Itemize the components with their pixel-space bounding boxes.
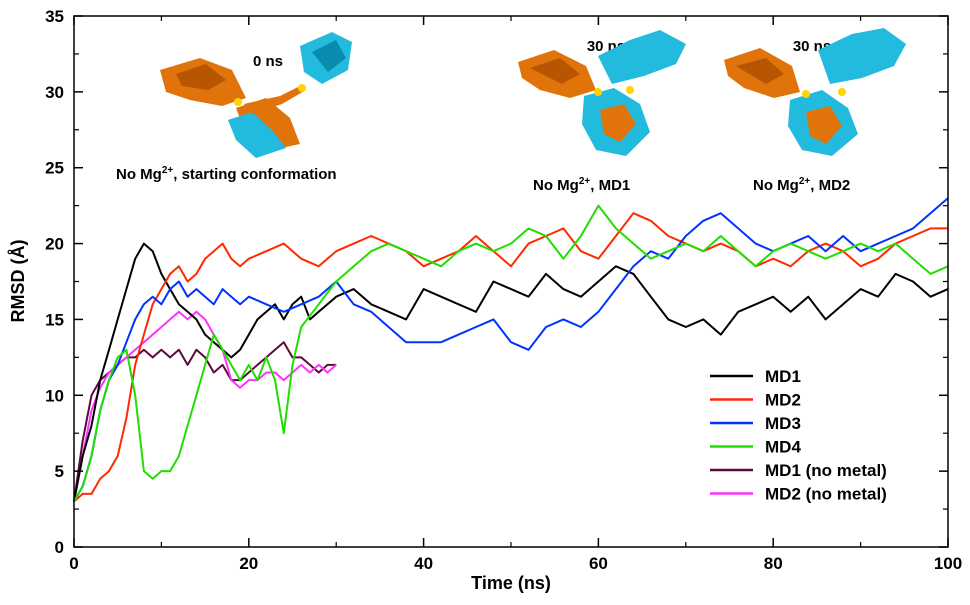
snapshot-0ns-time: 0 ns xyxy=(253,53,283,70)
y-tick-label: 25 xyxy=(45,159,64,178)
metal-ion-marker xyxy=(298,84,306,92)
metal-ion-marker xyxy=(626,86,634,94)
protein-structure-0ns xyxy=(160,32,352,158)
metal-ion-marker xyxy=(838,88,846,96)
series-layer xyxy=(73,197,949,503)
x-tick-label: 40 xyxy=(414,554,433,573)
x-tick-label: 20 xyxy=(239,554,258,573)
y-tick-label: 30 xyxy=(45,83,64,102)
snapshot-md2-caption: No Mg2+, MD2 xyxy=(753,176,850,194)
metal-ion-marker xyxy=(802,90,810,98)
legend-label: MD2 xyxy=(765,391,801,410)
legend: MD1 MD2 MD3 MD4 MD1 (no metal) MD2 (no metal) xyxy=(710,367,887,504)
tick-labels: 0 20 40 60 80 100 0 5 10 15 20 25 30 35 xyxy=(45,7,962,573)
legend-label: MD4 xyxy=(765,438,801,457)
x-tick-label: 100 xyxy=(934,554,962,573)
legend-label: MD1 xyxy=(765,367,801,386)
y-tick-label: 15 xyxy=(45,310,64,329)
snapshot-0ns-caption: No Mg2+, starting conformation xyxy=(116,165,337,183)
y-tick-label: 0 xyxy=(55,538,64,557)
snapshot-0ns: 0 ns No Mg2+, starting conformation xyxy=(116,32,352,183)
protein-structure-md1 xyxy=(518,30,686,156)
x-tick-label: 60 xyxy=(589,554,608,573)
ticks-layer xyxy=(73,15,949,548)
snapshot-md1-caption: No Mg2+, MD1 xyxy=(533,176,630,194)
legend-label: MD1 (no metal) xyxy=(765,461,887,480)
x-tick-label: 0 xyxy=(69,554,78,573)
protein-structure-md2 xyxy=(724,28,906,156)
legend-label: MD2 (no metal) xyxy=(765,485,887,504)
series-line-0 xyxy=(73,242,949,502)
metal-ion-marker xyxy=(234,98,242,106)
legend-label: MD3 xyxy=(765,414,801,433)
snapshot-30ns-md1: 30 ns No Mg2+, MD1 xyxy=(518,30,686,194)
series-line-3 xyxy=(73,204,949,502)
series-line-1 xyxy=(73,212,948,503)
x-tick-label: 80 xyxy=(764,554,783,573)
snapshot-30ns-md2: 30 ns No Mg2+, MD2 xyxy=(724,28,906,194)
y-tick-label: 10 xyxy=(45,386,64,405)
y-tick-label: 20 xyxy=(45,235,64,254)
series-line-5 xyxy=(73,310,337,502)
metal-ion-marker xyxy=(594,88,602,96)
x-axis-title: Time (ns) xyxy=(471,573,551,593)
y-tick-label: 5 xyxy=(55,462,64,481)
y-axis-title: RMSD (Å) xyxy=(8,240,28,323)
y-tick-label: 35 xyxy=(45,7,64,26)
